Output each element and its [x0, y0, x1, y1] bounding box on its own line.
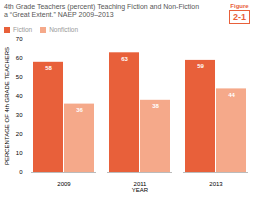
svg-text:PERCENTAGE OF 4th GRADE TEACHE: PERCENTAGE OF 4th GRADE TEACHERS	[4, 47, 10, 165]
html-text:Nonfiction: Nonfiction	[49, 26, 79, 33]
svg-text:60: 60	[16, 55, 23, 61]
svg-text:30: 30	[16, 112, 23, 118]
svg-text:58: 58	[45, 65, 52, 71]
svg-text:44: 44	[228, 92, 235, 98]
svg-text:2011: 2011	[133, 180, 147, 187]
svg-text:2009: 2009	[57, 181, 71, 187]
html-text:Figure: Figure	[230, 3, 249, 9]
svg-text:63: 63	[121, 56, 128, 62]
svg-text:2013: 2013	[209, 181, 223, 187]
svg-text:59: 59	[197, 63, 204, 69]
html-text:a “Great Extent.” NAEP 2009–20: a “Great Extent.” NAEP 2009–2013	[4, 11, 114, 19]
svg-text:0: 0	[19, 169, 23, 175]
html-text:2-1: 2-1	[233, 12, 246, 22]
svg-text:YEAR: YEAR	[132, 187, 149, 193]
svg-text:10: 10	[16, 150, 23, 156]
svg-text:36: 36	[76, 107, 83, 113]
svg-text:40: 40	[16, 93, 23, 99]
svg-text:50: 50	[16, 74, 23, 80]
html-text:Fiction: Fiction	[13, 26, 33, 33]
svg-text:38: 38	[152, 103, 159, 109]
html-text:4th Grade Teachers (percent) T: 4th Grade Teachers (percent) Teaching Fi…	[4, 3, 200, 10]
svg-text:20: 20	[16, 131, 23, 137]
svg-text:70: 70	[16, 36, 23, 42]
